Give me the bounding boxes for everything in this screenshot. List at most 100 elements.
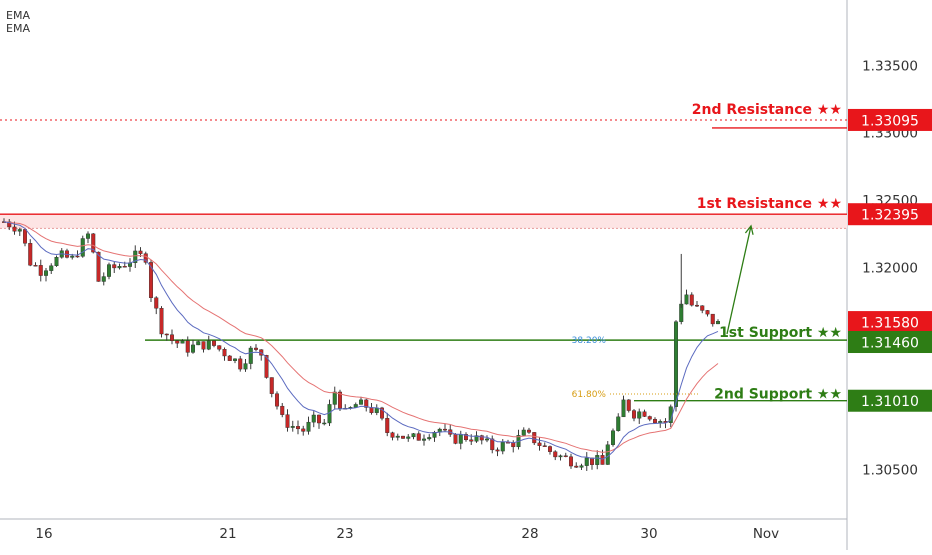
candle-up — [353, 404, 358, 408]
candle-down — [532, 432, 537, 444]
candle-down — [154, 297, 159, 309]
candle-up — [474, 435, 479, 442]
candle-down — [285, 414, 290, 428]
candle-down — [38, 265, 43, 276]
candle-down — [443, 428, 448, 431]
candle-down — [222, 349, 227, 357]
candle-down — [91, 233, 96, 253]
candle-down — [490, 438, 495, 451]
candle-down — [569, 456, 574, 467]
candle-up — [232, 358, 237, 361]
candle-up — [206, 340, 211, 350]
price-tag-r2-bg — [848, 108, 932, 131]
candle-up — [637, 411, 642, 419]
candle-up — [458, 434, 463, 444]
candle-up — [243, 363, 248, 370]
ema-legend-1[interactable]: EMA — [6, 9, 30, 22]
candle-down — [369, 407, 374, 413]
candle-down — [632, 410, 637, 419]
candle-up — [684, 294, 689, 305]
level-label-4[interactable]: 2nd Support ★★ — [714, 387, 842, 403]
price-axis[interactable]: 1.335001.330001.325001.320001.315001.310… — [848, 58, 932, 478]
candle-down — [264, 355, 269, 378]
candle-down — [122, 266, 127, 268]
candle-up — [500, 442, 505, 452]
candle-down — [469, 439, 474, 442]
price-tick-label: 1.33500 — [862, 58, 918, 74]
candle-up — [17, 229, 22, 232]
candle-up — [579, 465, 584, 468]
fib-label: 38.20% — [572, 336, 607, 346]
price-tag-r1-bg — [848, 203, 932, 226]
level-label-1[interactable]: 2nd Resistance ★★ — [692, 102, 842, 118]
candles — [2, 218, 721, 471]
candle-down — [590, 457, 595, 465]
candle-up — [85, 233, 90, 239]
candle-down — [364, 399, 369, 408]
candle-down — [705, 310, 710, 315]
candle-down — [211, 340, 216, 346]
candle-up — [485, 438, 490, 441]
candle-up — [106, 264, 111, 277]
candle-down — [495, 449, 500, 452]
candle-down — [700, 305, 705, 311]
level-label-3[interactable]: 1st Support ★★ — [719, 325, 842, 341]
candle-down — [301, 428, 306, 432]
price-tag-s2-text: 1.31010 — [861, 394, 919, 410]
candle-down — [653, 418, 658, 424]
candle-down — [338, 391, 343, 409]
candle-up — [311, 414, 316, 423]
candle-down — [75, 255, 80, 258]
candle-down — [689, 294, 694, 306]
candle-up — [521, 429, 526, 436]
level-label-2[interactable]: 1st Resistance ★★ — [697, 196, 842, 212]
indicator-legend[interactable]: EMA EMA — [6, 9, 30, 35]
candle-up — [558, 455, 563, 458]
candle-down — [416, 433, 421, 441]
candle-up — [49, 265, 54, 271]
candle-up — [290, 426, 295, 428]
candle-down — [138, 250, 143, 254]
candle-down — [553, 451, 558, 458]
candle-down — [380, 407, 385, 419]
level-lines: 2nd Resistance ★★ 1st Resistance ★★ 1st Su… — [0, 102, 847, 403]
time-tick-label: 23 — [336, 526, 353, 542]
candle-up — [133, 250, 138, 263]
fib-labels: 38.20% 61.80% — [572, 336, 700, 400]
candle-up — [422, 438, 427, 441]
candle-down — [33, 265, 38, 267]
time-tick-label: Nov — [753, 526, 779, 542]
projection-arrow-head — [744, 224, 754, 235]
candle-up — [196, 341, 201, 346]
ema-legend-2[interactable]: EMA — [6, 22, 30, 35]
candle-up — [595, 455, 600, 465]
candle-up — [306, 421, 311, 432]
time-tick-label: 21 — [219, 526, 236, 542]
candle-down — [710, 313, 715, 325]
projection-arrow — [726, 224, 754, 335]
price-tag-s2-bg — [848, 389, 932, 412]
candle-up — [54, 257, 59, 266]
time-axis[interactable]: 16 21 23 28 30 Nov — [35, 526, 779, 542]
candle-up — [427, 437, 432, 440]
candle-up — [395, 435, 400, 438]
candle-up — [584, 457, 589, 466]
grid — [0, 0, 848, 550]
candle-down — [390, 432, 395, 438]
candle-down — [96, 251, 101, 282]
candle-down — [148, 262, 153, 298]
candle-down — [280, 405, 285, 415]
ema-slow-line — [3, 221, 719, 453]
candle-down — [464, 434, 469, 441]
candle-up — [605, 444, 610, 465]
candle-down — [275, 393, 280, 407]
candle-down — [169, 334, 174, 341]
candle-up — [117, 266, 122, 269]
candle-down — [175, 340, 180, 344]
candle-down — [296, 426, 301, 430]
candle-down — [201, 341, 206, 350]
candle-down — [385, 418, 390, 433]
